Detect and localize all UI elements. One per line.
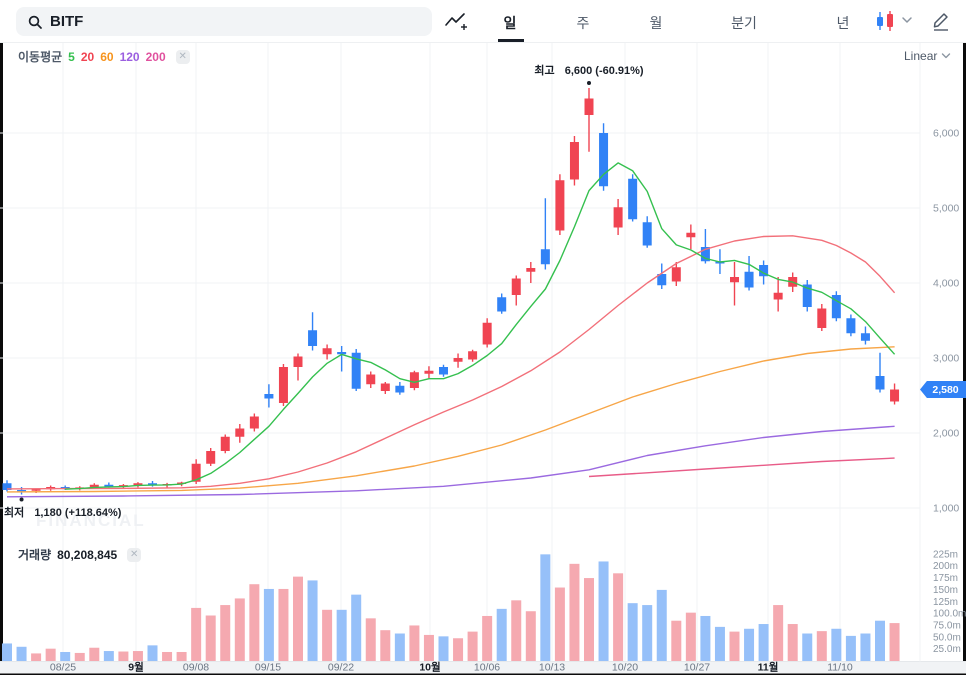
ma-period-20: 20 [80, 49, 95, 64]
scale-selector[interactable]: Linear [904, 49, 951, 63]
svg-text:200m: 200m [933, 561, 958, 572]
svg-text:9월: 9월 [128, 661, 144, 674]
moving-average-legend: 이동평균 5 20 60 120 200 ✕ [18, 48, 190, 65]
svg-text:225m: 225m [933, 549, 958, 560]
svg-text:125m: 125m [933, 597, 958, 608]
low-label: 최저 [4, 507, 25, 519]
svg-text:11월: 11월 [758, 661, 779, 674]
svg-text:50.0m: 50.0m [933, 632, 961, 643]
svg-text:4,000: 4,000 [933, 278, 959, 290]
svg-text:10월: 10월 [419, 661, 440, 674]
symbol-search-value: BITF [50, 13, 84, 30]
svg-text:175m: 175m [933, 573, 958, 584]
tab-month[interactable]: 월 [649, 15, 663, 31]
close-icon[interactable]: ✕ [175, 49, 190, 64]
ma-period-200: 200 [145, 49, 166, 64]
svg-text:25.0m: 25.0m [933, 644, 961, 655]
toolbar-divider [0, 42, 966, 43]
tab-week[interactable]: 주 [576, 15, 590, 31]
current-price-badge: 2,580 [920, 381, 966, 398]
ma-period-120: 120 [119, 49, 140, 64]
svg-text:09/22: 09/22 [328, 662, 354, 674]
svg-text:5,000: 5,000 [933, 203, 959, 215]
scale-label: Linear [904, 49, 938, 63]
toolbar: BITF 일 주 월 분기 년 [0, 0, 966, 42]
svg-text:09/08: 09/08 [183, 662, 209, 674]
chart-type-candle-icon[interactable] [874, 10, 900, 32]
tab-day[interactable]: 일 [503, 15, 517, 31]
chevron-down-icon[interactable] [901, 15, 913, 25]
low-annotation: 최저 1,180 (+118.64%) [4, 504, 121, 520]
low-value: 1,180 (+118.64%) [34, 507, 122, 519]
watermark: FINANCIAL [36, 511, 146, 530]
active-tab-indicator [498, 39, 524, 42]
draw-pencil-icon[interactable] [931, 10, 951, 32]
svg-text:100.0m: 100.0m [933, 609, 966, 620]
high-label: 최고 [534, 65, 555, 77]
close-icon[interactable]: ✕ [127, 547, 142, 562]
svg-text:10/13: 10/13 [539, 662, 565, 674]
svg-text:08/25: 08/25 [50, 662, 76, 674]
svg-text:3,000: 3,000 [933, 353, 959, 365]
chevron-down-icon [942, 53, 951, 59]
symbol-search[interactable]: BITF [16, 7, 432, 36]
svg-text:75.0m: 75.0m [933, 620, 961, 631]
search-icon [28, 15, 42, 29]
svg-text:6,000: 6,000 [933, 128, 959, 140]
volume-legend: 거래량 80,208,845 ✕ [18, 546, 142, 563]
tab-year[interactable]: 년 [836, 15, 850, 31]
volume-label: 거래량 [18, 548, 52, 562]
moving-average-label: 이동평균 [18, 50, 63, 64]
tab-quarter[interactable]: 분기 [731, 15, 757, 31]
compare-indicator-icon[interactable] [443, 10, 467, 32]
ma-period-5: 5 [68, 49, 75, 64]
svg-text:150m: 150m [933, 585, 958, 596]
svg-text:2,000: 2,000 [933, 428, 959, 440]
svg-text:09/15: 09/15 [255, 662, 281, 674]
ma-period-60: 60 [100, 49, 114, 64]
svg-text:11/10: 11/10 [827, 662, 853, 674]
svg-text:10/06: 10/06 [474, 662, 500, 674]
high-value: 6,600 (-60.91%) [564, 65, 644, 77]
svg-text:10/20: 10/20 [612, 662, 638, 674]
high-annotation: 최고 6,600 (-60.91%) [519, 62, 659, 78]
svg-text:10/27: 10/27 [684, 662, 710, 674]
volume-value: 80,208,845 [57, 547, 118, 562]
svg-text:1,000: 1,000 [933, 503, 959, 515]
